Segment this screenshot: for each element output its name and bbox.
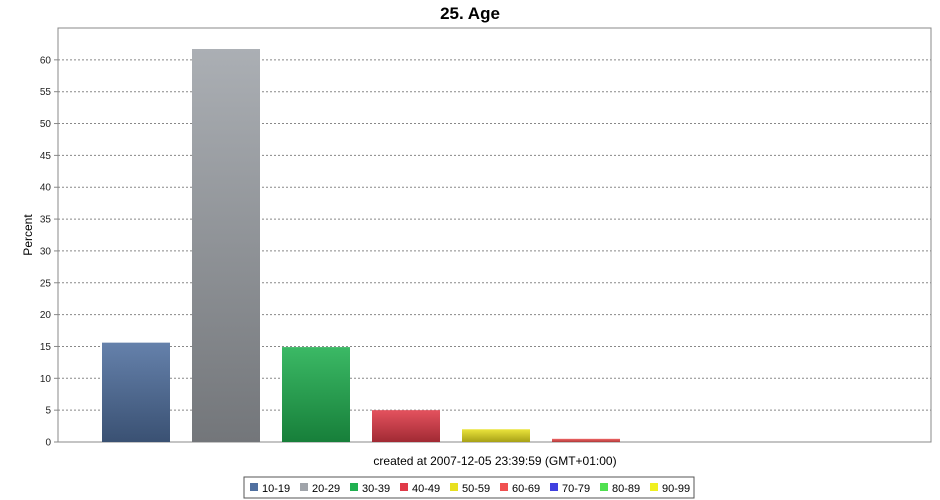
legend-label: 80-89 [612, 483, 640, 495]
legend-swatch [300, 483, 308, 491]
legend-swatch [450, 483, 458, 491]
legend-label: 20-29 [312, 483, 340, 495]
chart-title: 25. Age [440, 4, 500, 23]
legend-swatch [650, 483, 658, 491]
y-tick-label: 35 [40, 215, 52, 226]
legend-swatch [400, 483, 408, 491]
y-tick-label: 50 [40, 119, 52, 130]
legend-swatch [250, 483, 258, 491]
bar-30-39 [282, 347, 350, 442]
legend-box [243, 476, 695, 499]
y-tick-label: 30 [40, 246, 52, 257]
bars [102, 49, 620, 442]
bar-60-69 [552, 438, 620, 442]
y-tick-label: 25 [40, 278, 52, 289]
legend-label: 30-39 [362, 483, 390, 495]
gridlines [58, 59, 931, 411]
y-tick-label: 5 [45, 406, 51, 417]
y-tick-label: 10 [40, 374, 52, 385]
bar-20-29 [192, 49, 260, 442]
legend-swatch [350, 483, 358, 491]
legend-label: 90-99 [662, 483, 690, 495]
y-axis-ticks: 0 5 10 15 20 25 30 35 40 45 50 55 60 [40, 55, 58, 449]
y-tick-label: 60 [40, 55, 52, 66]
legend-label: 40-49 [412, 483, 440, 495]
y-tick-label: 45 [40, 151, 52, 162]
x-axis-label: created at 2007-12-05 23:39:59 (GMT+01:0… [373, 454, 616, 468]
bar-50-59 [462, 429, 530, 442]
y-tick-label: 15 [40, 342, 52, 353]
bar-40-49 [372, 410, 440, 442]
legend-swatch [550, 483, 558, 491]
legend-label: 70-79 [562, 483, 590, 495]
legend-swatch [600, 483, 608, 491]
y-tick-label: 0 [45, 438, 51, 449]
legend: 10-19 20-29 30-39 40-49 50-59 60-69 70-79 80-89… [243, 476, 695, 499]
legend-label: 50-59 [462, 483, 490, 495]
legend-swatch [500, 483, 508, 491]
y-axis-label: Percent [21, 214, 35, 256]
y-tick-label: 55 [40, 87, 52, 98]
y-tick-label: 40 [40, 183, 52, 194]
legend-label: 10-19 [262, 483, 290, 495]
bar-10-19 [102, 342, 170, 442]
y-tick-label: 20 [40, 310, 52, 321]
plot-area [57, 27, 932, 443]
legend-label: 60-69 [512, 483, 540, 495]
